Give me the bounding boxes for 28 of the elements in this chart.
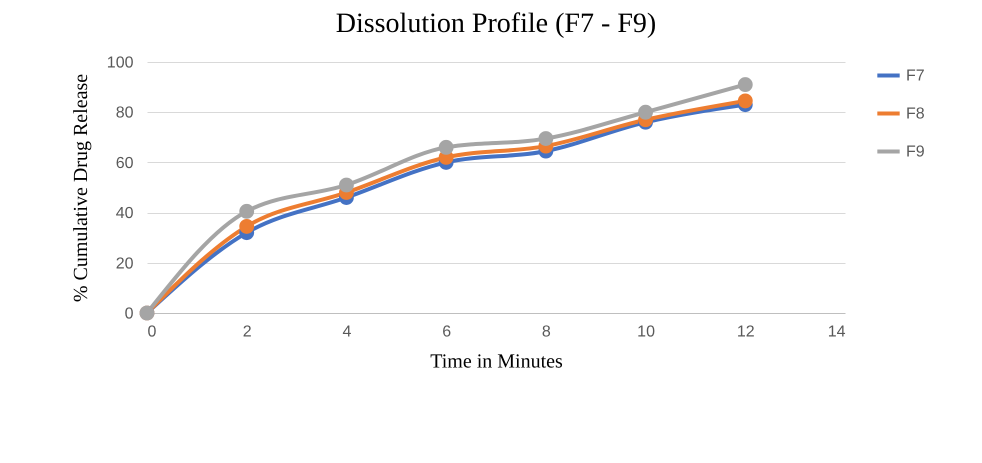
x-tick-label: 0 (148, 324, 156, 340)
y-tick-label: 20 (116, 255, 134, 272)
legend-label: F7 (906, 68, 925, 84)
point (239, 204, 254, 219)
y-tick-label: 80 (116, 104, 134, 122)
x-tick-label: 4 (342, 324, 352, 340)
x-tick-label: 8 (542, 324, 551, 340)
legend-label: F9 (906, 144, 925, 160)
point (538, 131, 554, 146)
point (638, 104, 653, 120)
x-tick-label: 6 (442, 324, 452, 340)
x-tick-label: 14 (828, 324, 846, 340)
y-axis-title: % Cumulative Drug Release (70, 74, 92, 302)
chart-title: Dissolution Profile (F7 - F9) (336, 8, 656, 39)
y-tick-label: 0 (124, 306, 134, 322)
x-axis-title: Time in Minutes (430, 350, 564, 372)
y-tick-label: 40 (116, 205, 134, 222)
point (738, 77, 753, 92)
y-tick-label: 60 (116, 154, 134, 172)
point (738, 94, 753, 108)
point (239, 219, 254, 234)
x-tick-label: 10 (637, 324, 656, 340)
x-tick-label: 2 (242, 324, 252, 340)
point (438, 140, 454, 155)
x-tick-label: 12 (736, 324, 755, 340)
y-tick-label: 100 (106, 54, 134, 72)
point (339, 178, 354, 192)
legend-label: F8 (906, 106, 925, 122)
